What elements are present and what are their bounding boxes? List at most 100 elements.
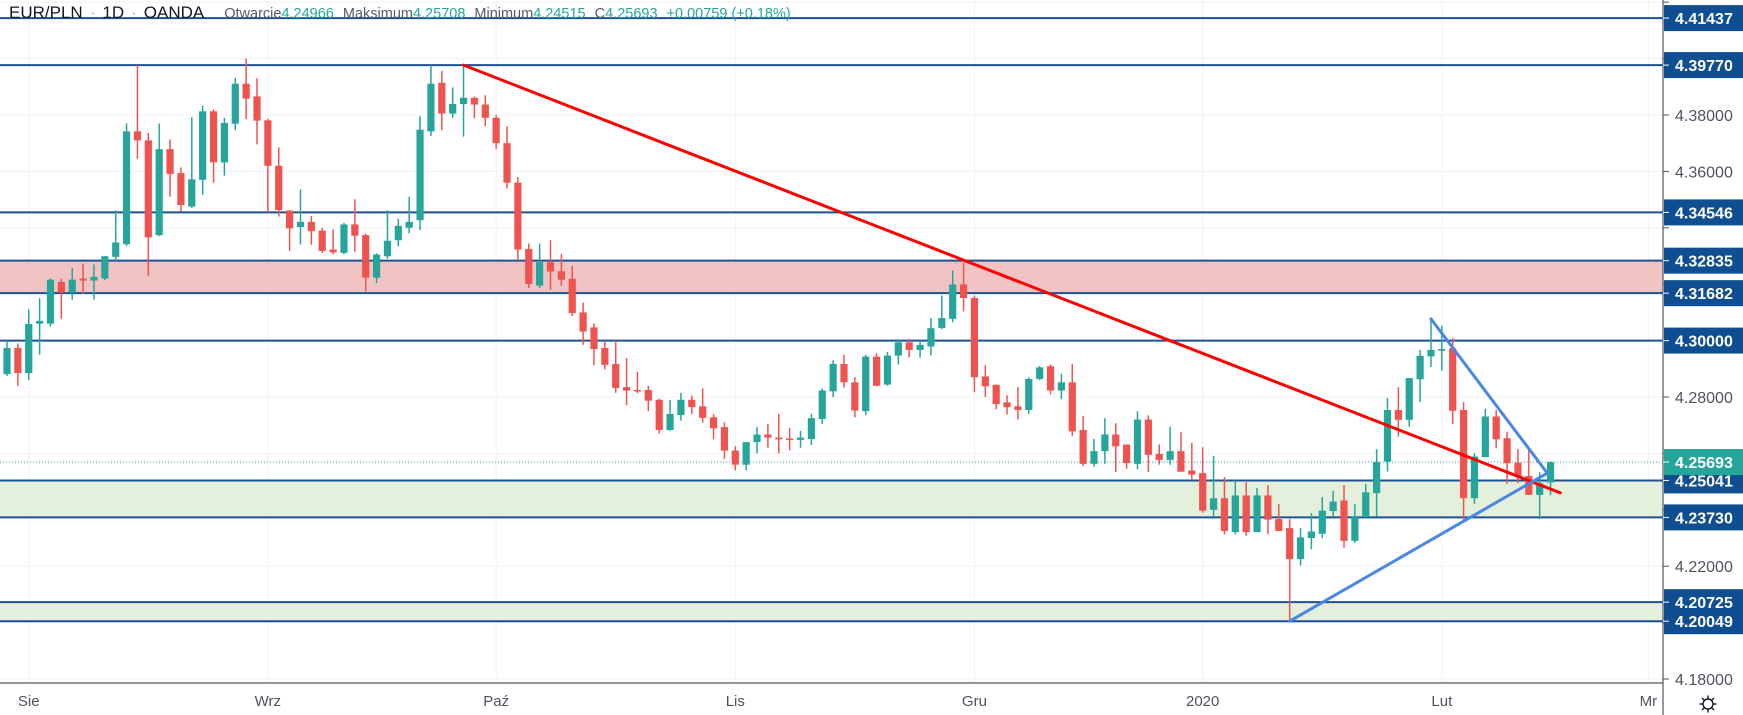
candle-body: [25, 323, 33, 374]
candle: [612, 340, 620, 393]
candle: [851, 377, 859, 418]
candle-body: [1123, 444, 1131, 463]
candle-body: [633, 389, 642, 392]
candle-body: [1046, 366, 1055, 391]
price-badge: [1664, 247, 1743, 274]
candle-body: [1079, 429, 1087, 464]
candle: [644, 385, 652, 412]
candle-body: [579, 312, 587, 332]
resistance-zone: [0, 260, 1663, 294]
candle: [688, 395, 696, 414]
symbol[interactable]: EUR/PLN: [9, 3, 83, 22]
candle-body: [253, 96, 261, 121]
chart-legend: EUR/PLN · 1D · OANDA Otwarcie 4.24966 Mak…: [9, 3, 800, 23]
candle: [807, 413, 815, 445]
candle: [829, 360, 837, 397]
candle: [36, 298, 44, 355]
candle-body: [546, 262, 555, 272]
candle-body: [699, 406, 707, 418]
candle: [329, 229, 337, 255]
candle: [177, 167, 185, 212]
candle-body: [709, 417, 718, 429]
time-axis: Sie Wrz Paź Lis Gru 2020 Lut Mr: [0, 682, 1663, 710]
candle: [1231, 480, 1239, 535]
candle-body: [818, 390, 826, 419]
candle-body: [329, 249, 337, 253]
candle: [970, 295, 979, 393]
candle: [242, 58, 250, 120]
candle: [1340, 484, 1348, 548]
candle-body: [992, 384, 1000, 405]
candle-body: [416, 129, 424, 221]
price-badge-label: 4.25693: [1675, 455, 1733, 472]
candle-body: [90, 276, 98, 281]
candle-body: [894, 342, 902, 356]
candle: [1286, 519, 1294, 622]
price-badge-label: 4.25041: [1675, 473, 1733, 490]
candle: [46, 278, 55, 327]
candle: [1209, 455, 1218, 517]
candle-body: [568, 278, 576, 313]
price-badge-label: 4.41437: [1675, 11, 1733, 28]
candle-body: [1503, 438, 1511, 464]
candle: [1068, 364, 1076, 436]
candle: [1090, 439, 1098, 467]
candle: [633, 371, 642, 394]
support-zone: [0, 602, 1663, 622]
candle-body: [372, 254, 381, 278]
candle: [318, 227, 326, 253]
candle: [1383, 398, 1392, 472]
candle: [1079, 415, 1087, 467]
candle: [840, 354, 848, 388]
candle-body: [1188, 470, 1196, 475]
candle: [894, 339, 902, 365]
candle: [981, 365, 989, 397]
price-badge-label: 4.32835: [1675, 254, 1733, 271]
candle-body: [1057, 382, 1065, 391]
candle: [720, 422, 729, 460]
price-tick-label: 4.38000: [1675, 108, 1733, 125]
price-badge: [1664, 608, 1743, 635]
candle: [340, 223, 348, 255]
time-tick-label: 2020: [1186, 693, 1219, 710]
candle: [133, 65, 142, 159]
price-badge-label: 4.34546: [1675, 205, 1733, 222]
price-badges: 4.41437 4.39770 4.34546 4.32835 4.31682 4.300…: [1663, 5, 1743, 635]
ohlc-values: Otwarcie 4.24966 Maksimum 4.25708 Minimum 4…: [224, 6, 799, 22]
price-tick-label: 4.36000: [1675, 164, 1733, 181]
candle: [351, 199, 359, 252]
candle-body: [1296, 537, 1305, 560]
candle-body: [981, 376, 989, 387]
candle-body: [731, 450, 739, 465]
candle: [579, 302, 587, 345]
time-tick-label: Paź: [483, 693, 509, 710]
candle: [101, 256, 109, 280]
candle: [307, 215, 315, 245]
candle-body: [959, 284, 968, 299]
candle: [992, 384, 1000, 410]
candle-body: [536, 262, 544, 286]
candle-body: [938, 318, 946, 328]
candle: [916, 340, 924, 358]
candle: [1242, 482, 1250, 536]
candle: [1275, 504, 1283, 531]
open-label: Otwarcie: [224, 6, 282, 22]
candle-body: [851, 382, 859, 411]
candle: [1405, 378, 1413, 427]
close-value: 4.25693: [605, 6, 658, 22]
gear-icon[interactable]: [1698, 694, 1718, 714]
candle-body: [503, 143, 511, 183]
price-badge: [1664, 504, 1743, 531]
candle-body: [1318, 510, 1326, 534]
interval[interactable]: 1D: [102, 3, 125, 22]
candle-body: [286, 210, 294, 229]
candle: [1123, 444, 1131, 469]
candle: [1503, 431, 1511, 484]
candle: [1112, 423, 1120, 473]
candle-body: [1481, 416, 1489, 458]
candle: [155, 123, 163, 237]
candle: [286, 210, 294, 251]
low-label: Minimum: [474, 6, 534, 22]
candle: [677, 392, 685, 421]
